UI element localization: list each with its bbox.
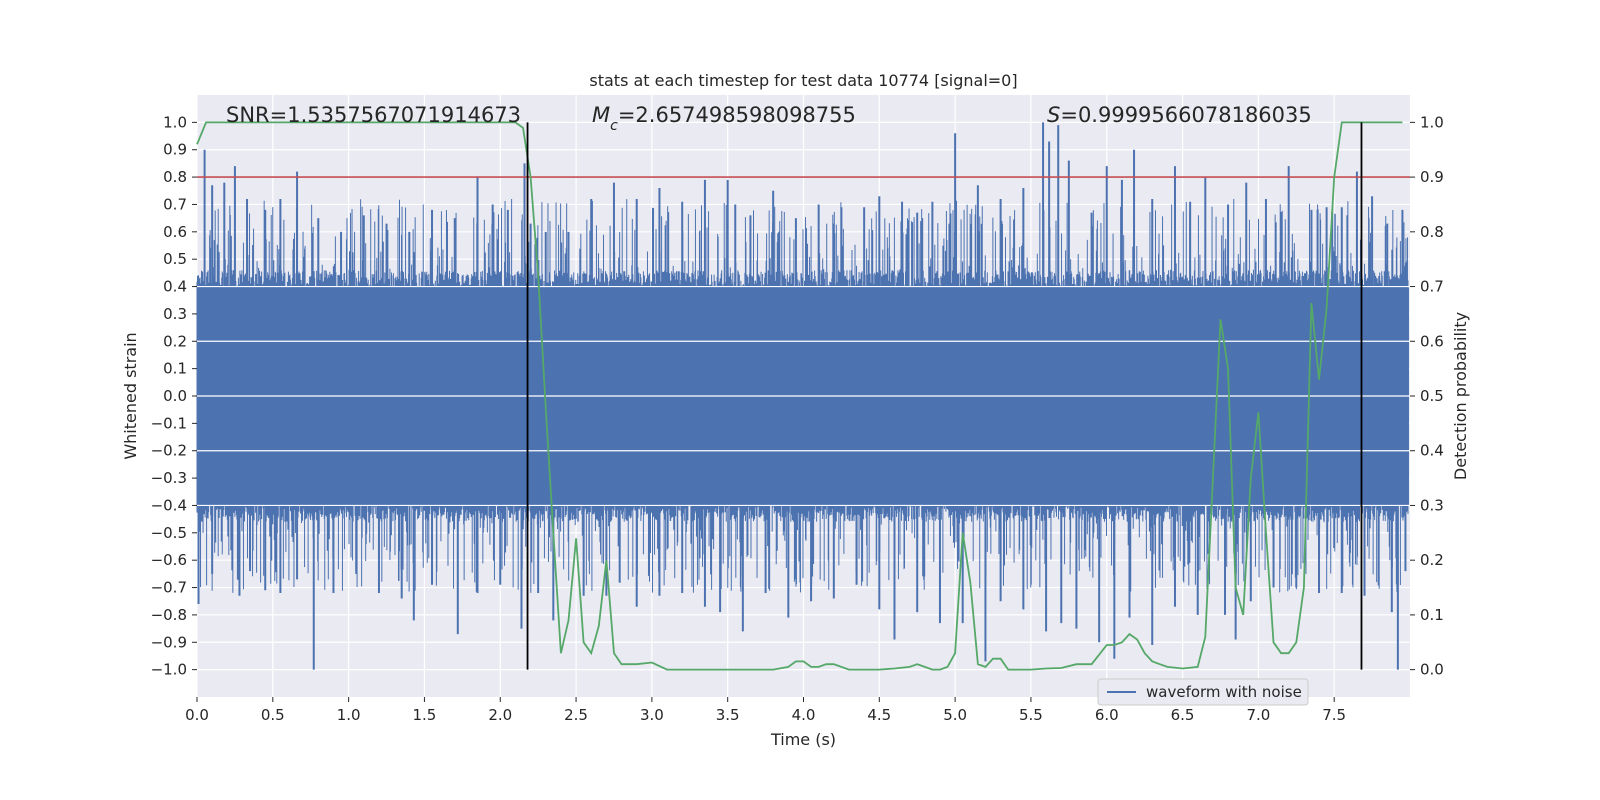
y-tick-label: −0.2 — [151, 442, 187, 460]
vertical-markers — [526, 122, 1363, 670]
s-annotation: S=0.9999566078186035 — [1047, 103, 1312, 127]
s-value: =0.9999566078186035 — [1060, 103, 1311, 127]
y-right-tick-label: 0.8 — [1420, 223, 1444, 241]
y-right-tick-label: 1.0 — [1420, 113, 1444, 131]
y-right-axis-label: Detection probability — [1451, 312, 1470, 480]
y-axis-ticks: 1.0 0.9 0.8 0.7 0.6 0.5 0.4 0.3 0.2 0.1 0.0 −0.1 −0.… — [151, 113, 197, 679]
x-tick-label: 4.5 — [867, 706, 891, 724]
x-axis-ticks: 0.0 0.5 1.0 1.5 2.0 2.5 3.0 3.5 4.0 4.5 5.0 5.5 6.0 6… — [185, 697, 1346, 724]
x-tick-label: 7.5 — [1322, 706, 1346, 724]
y-tick-label: 1.0 — [163, 113, 187, 131]
s-symbol: S — [1047, 103, 1060, 127]
y-tick-label: −0.1 — [151, 414, 187, 432]
x-tick-label: 2.5 — [564, 706, 588, 724]
mc-value: =2.657498598098755 — [618, 103, 856, 127]
y-right-tick-label: 0.7 — [1420, 278, 1444, 296]
y-right-tick-label: 0.2 — [1420, 551, 1444, 569]
y-tick-label: −0.7 — [151, 579, 187, 597]
x-tick-label: 7.0 — [1246, 706, 1270, 724]
y-right-tick-label: 0.3 — [1420, 496, 1444, 514]
snr-annotation: SNR=1.5357567071914673 — [226, 103, 521, 127]
y-right-tick-label: 0.0 — [1420, 661, 1444, 679]
chart-title: stats at each timestep for test data 107… — [589, 71, 1017, 90]
legend-label: waveform with noise — [1146, 683, 1302, 701]
y-tick-label: −0.5 — [151, 524, 187, 542]
y-right-tick-label: 0.1 — [1420, 606, 1444, 624]
y-right-axis-ticks: 1.0 0.9 0.8 0.7 0.6 0.5 0.4 0.3 0.2 0.1 0.0 — [1410, 113, 1444, 679]
x-tick-label: 6.5 — [1171, 706, 1195, 724]
y-right-tick-label: 0.9 — [1420, 168, 1444, 186]
y-tick-label: −1.0 — [151, 661, 187, 679]
y-tick-label: 0.5 — [163, 250, 187, 268]
x-tick-label: 0.5 — [261, 706, 285, 724]
x-tick-label: 3.5 — [716, 706, 740, 724]
x-tick-label: 5.5 — [1019, 706, 1043, 724]
y-right-tick-label: 0.6 — [1420, 332, 1444, 350]
x-tick-label: 6.0 — [1095, 706, 1119, 724]
y-right-tick-label: 0.4 — [1420, 442, 1444, 460]
y-tick-label: 0.4 — [163, 278, 187, 296]
x-tick-label: 4.0 — [792, 706, 816, 724]
y-tick-label: 0.6 — [163, 223, 187, 241]
y-tick-label: 0.7 — [163, 195, 187, 213]
y-right-tick-label: 0.5 — [1420, 387, 1444, 405]
legend-box — [1097, 678, 1309, 706]
x-tick-label: 2.0 — [488, 706, 512, 724]
x-tick-label: 5.0 — [943, 706, 967, 724]
y-tick-label: 0.3 — [163, 305, 187, 323]
y-tick-label: −0.3 — [151, 469, 187, 487]
y-tick-label: 0.8 — [163, 168, 187, 186]
y-tick-label: −0.9 — [151, 633, 187, 651]
y-axis-label: Whitened strain — [121, 332, 140, 459]
y-tick-label: 0.2 — [163, 332, 187, 350]
mc-subscript: c — [610, 118, 618, 134]
probability-series — [196, 121, 1403, 671]
y-tick-label: 0.9 — [163, 141, 187, 159]
x-tick-label: 1.5 — [413, 706, 437, 724]
y-tick-label: −0.6 — [151, 551, 187, 569]
x-tick-label: 3.0 — [640, 706, 664, 724]
chirp-mass-annotation: Mc=2.657498598098755 — [592, 103, 856, 134]
x-tick-label: 0.0 — [185, 706, 209, 724]
probability-line — [196, 121, 1403, 671]
y-tick-label: 0.0 — [163, 387, 187, 405]
x-tick-label: 1.0 — [337, 706, 361, 724]
x-axis-label: Time (s) — [770, 730, 836, 749]
y-tick-label: 0.1 — [163, 360, 187, 378]
mc-symbol: M — [592, 103, 610, 127]
legend: waveform with noise — [1097, 678, 1309, 706]
y-tick-label: −0.8 — [151, 606, 187, 624]
y-tick-label: −0.4 — [151, 496, 187, 514]
